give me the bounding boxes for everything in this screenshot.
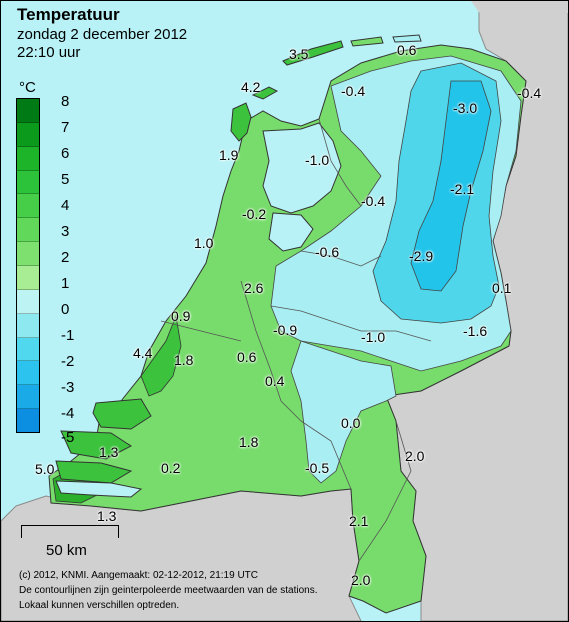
legend-band (17, 218, 39, 243)
station-value: -1.6 (463, 323, 488, 339)
cold-zone-south (290, 340, 397, 484)
legend-band (17, 122, 39, 147)
footer-note-contours: De contourlijnen zijn geinterpoleerde me… (19, 585, 318, 596)
station-value: -0.2 (242, 206, 267, 222)
island-texel (230, 102, 252, 142)
legend-band (17, 170, 39, 195)
station-value: 1.8 (239, 434, 259, 450)
map-title: Temperatuur (17, 5, 120, 24)
station-value: 1.9 (219, 147, 239, 163)
station-value: 5.0 (35, 461, 55, 477)
station-value: 0.6 (237, 349, 257, 365)
island-terschelling (282, 40, 344, 66)
legend-tick-label: -2 (61, 353, 75, 370)
station-value: 0.4 (265, 373, 285, 389)
legend-band (17, 289, 39, 314)
station-value: -1.0 (361, 329, 386, 345)
zeeland-islands (55, 398, 152, 484)
legend-band (17, 146, 39, 171)
legend-band (17, 313, 39, 338)
legend-band (17, 194, 39, 219)
province-borders (160, 118, 432, 562)
ijsselmeer-water (262, 122, 342, 214)
station-value: 2.6 (244, 280, 264, 296)
legend-tick-label: 4 (61, 197, 70, 214)
station-value: 0.2 (161, 460, 181, 476)
map-date: zondag 2 december 2012 (17, 26, 188, 43)
station-value: -2.9 (409, 248, 434, 264)
westerschelde-water (55, 480, 143, 498)
station-value: -0.4 (341, 83, 366, 99)
warm-zone-coast (140, 314, 182, 397)
legend-tick-label: 3 (61, 223, 70, 240)
station-value: 4.4 (133, 345, 153, 361)
station-value: -0.6 (315, 244, 340, 260)
station-value: 2.0 (351, 572, 371, 588)
legend-unit: °C (19, 79, 36, 96)
station-value: 1.8 (174, 352, 194, 368)
station-value: 0.1 (492, 280, 512, 296)
legend-tick-label: -5 (61, 429, 75, 446)
island-schiermonnikoog (392, 34, 422, 43)
station-value: 1.3 (97, 508, 117, 524)
station-value: 1.0 (194, 235, 214, 251)
island-vlieland (251, 86, 279, 100)
legend-tick-label: 0 (61, 301, 70, 318)
station-value: -3.0 (453, 100, 478, 116)
station-value: -0.5 (305, 460, 330, 476)
island-ameland (350, 36, 384, 47)
legend-tick-label: 8 (61, 93, 70, 110)
scale-bar (21, 525, 119, 538)
legend-tick-label: 6 (61, 145, 70, 162)
grey-strip-top (471, 1, 568, 15)
legend-tick-label: 1 (61, 275, 70, 292)
legend-band (17, 99, 39, 123)
station-value: 0.9 (171, 308, 191, 324)
legend-band (17, 385, 39, 410)
footer-note-local: Lokaal kunnen verschillen optreden. (19, 600, 180, 611)
station-value: 0.0 (341, 415, 361, 431)
station-value: 4.2 (241, 79, 261, 95)
station-value: 3.5 (289, 46, 309, 62)
station-value: 1.3 (99, 444, 119, 460)
legend-tick-label: -1 (61, 327, 75, 344)
station-value: 0.6 (397, 42, 417, 58)
station-value: -0.4 (361, 193, 386, 209)
temperature-legend (16, 98, 40, 433)
station-value: -1.0 (305, 152, 330, 168)
station-value: -0.4 (517, 85, 542, 101)
legend-band (17, 266, 39, 290)
scale-label: 50 km (46, 542, 87, 559)
legend-tick-label: 5 (61, 171, 70, 188)
markermeer-water (268, 212, 314, 252)
legend-tick-label: -3 (61, 379, 75, 396)
legend-tick-label: -4 (61, 405, 75, 422)
legend-tick-label: 2 (61, 249, 70, 266)
legend-band (17, 337, 39, 362)
map-time: 22:10 uur (17, 44, 81, 61)
footer-copyright: (c) 2012, KNMI. Aangemaakt: 02-12-2012, … (19, 570, 259, 581)
legend-band (17, 361, 39, 386)
station-value: -0.9 (273, 322, 298, 338)
legend-band (17, 242, 39, 267)
station-value: 2.0 (405, 448, 425, 464)
station-value: 2.1 (349, 513, 369, 529)
cold-zone-deep (410, 80, 492, 292)
legend-band (17, 409, 39, 433)
legend-tick-label: 7 (61, 119, 70, 136)
station-value: -2.1 (450, 181, 475, 197)
